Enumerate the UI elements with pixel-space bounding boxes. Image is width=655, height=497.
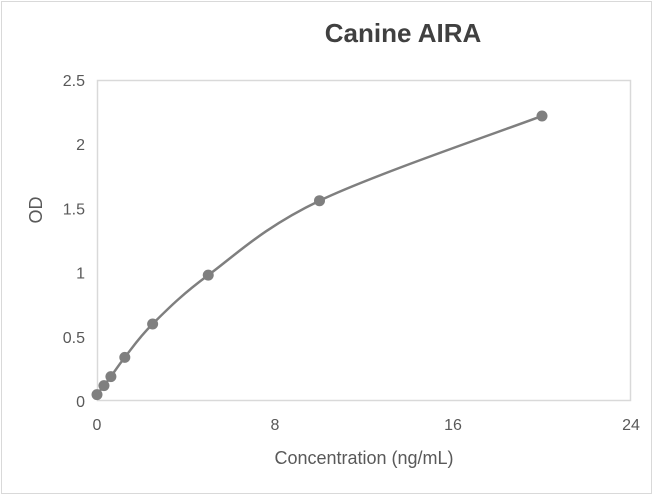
series-markers: [91, 110, 548, 401]
y-tick-label: 0.5: [63, 330, 85, 347]
y-axis-title: OD: [26, 196, 46, 223]
data-point-marker: [105, 371, 117, 383]
y-tick-label: 2.5: [63, 73, 85, 90]
x-axis-title: Concentration (ng/mL): [274, 448, 453, 468]
x-tick-label: 8: [271, 417, 280, 434]
x-axis-ticks: 0 8 16 24: [93, 417, 640, 434]
y-tick-label: 0: [76, 394, 85, 411]
data-point-marker: [202, 269, 214, 281]
y-tick-label: 1: [76, 266, 85, 283]
data-point-marker: [314, 195, 325, 207]
x-tick-label: 16: [444, 417, 462, 434]
plot-area: [96, 79, 632, 402]
data-point-marker: [98, 380, 110, 392]
y-tick-label: 1.5: [63, 201, 85, 218]
series-line: [95, 114, 544, 396]
chart-title: Canine AIRA: [325, 18, 482, 48]
y-axis-ticks: 0 0.5 1 1.5 2 2.5: [63, 73, 85, 411]
data-point-marker: [536, 110, 548, 122]
data-point-marker: [147, 318, 159, 330]
data-point-marker: [91, 389, 103, 401]
data-point-marker: [119, 351, 131, 363]
x-tick-label: 24: [622, 417, 640, 434]
y-tick-label: 2: [76, 137, 85, 154]
x-tick-label: 0: [93, 417, 102, 434]
